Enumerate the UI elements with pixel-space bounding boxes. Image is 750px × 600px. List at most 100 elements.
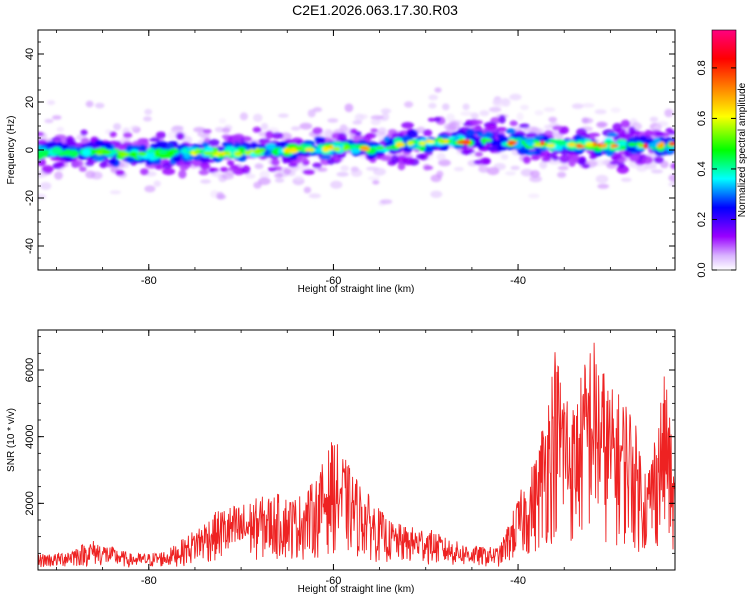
colorbar-tick-label: 0.4 (696, 161, 708, 176)
heatmap-cell (330, 180, 343, 189)
heatmap-cell (669, 130, 675, 136)
heatmap-cell (509, 93, 522, 101)
heatmap-cell (193, 126, 206, 133)
heatmap-cell (38, 131, 44, 137)
heatmap-cell (198, 169, 209, 176)
snr-ticks: -80 -60 -40 2000 4000 6000 (24, 330, 675, 587)
heatmap-cell (462, 148, 475, 154)
heatmap-cell (629, 154, 640, 162)
spectrogram-ticks: -80 -60 -40 -40 -20 0 20 40 (24, 29, 675, 287)
heatmap-cell (44, 118, 54, 124)
heatmap-cell (271, 158, 280, 166)
heatmap-cell (138, 144, 147, 151)
heatmap-cell (82, 148, 91, 157)
heatmap-cell (490, 139, 499, 147)
heatmap-cell (92, 155, 105, 162)
heatmap-cell (210, 167, 220, 172)
snr-xtick-label: -60 (325, 575, 341, 587)
heatmap-cell (51, 146, 63, 155)
heatmap-hotspot (540, 140, 545, 146)
heatmap-hotspot (659, 141, 665, 148)
heatmap-cell (372, 180, 380, 185)
heatmap-cell (72, 159, 84, 168)
heatmap-cell (114, 145, 126, 150)
heatmap-hotspot (419, 141, 427, 146)
heatmap-cell (108, 140, 122, 145)
heatmap-hotspot (610, 144, 616, 149)
heatmap-cell (370, 128, 379, 133)
heatmap-cell (654, 131, 665, 137)
heatmap-cell (509, 120, 518, 127)
heatmap-cell (428, 102, 437, 109)
colorbar-label: Normalized spectral amplitude (737, 82, 748, 217)
heatmap-cell (144, 185, 156, 193)
heatmap-hotspot (154, 152, 161, 158)
heatmap-cell (254, 163, 264, 170)
heatmap-hotspot (333, 146, 341, 152)
spectrogram-panel: -80 -60 -40 -40 -20 0 20 40 Height of straight … (6, 29, 676, 295)
colorbar-tick-label: 0.2 (696, 212, 708, 227)
heatmap-hotspot (342, 145, 350, 151)
heatmap-cell (618, 140, 627, 147)
heatmap-cell (202, 129, 212, 134)
heatmap-cell (265, 130, 274, 140)
heatmap-cell (353, 135, 365, 141)
heatmap-cell (155, 131, 166, 139)
snr-panel: -80 -60 -40 2000 4000 6000 Height of straight… (6, 329, 676, 595)
heatmap-hotspot (304, 148, 315, 152)
heatmap-hotspot (221, 151, 226, 156)
heatmap-cell (488, 106, 502, 113)
heatmap-cell (350, 148, 361, 154)
heatmap-cell (261, 123, 269, 131)
snr-ytick-label: 6000 (24, 358, 36, 382)
spectrogram-ytick-label: 0 (24, 147, 36, 153)
heatmap-cell (551, 155, 560, 161)
heatmap-cell (38, 139, 47, 144)
heatmap-cell (370, 115, 384, 120)
heatmap-cell (350, 128, 358, 134)
heatmap-cell (581, 103, 595, 108)
heatmap-hotspot (599, 143, 608, 148)
heatmap-cell (179, 164, 189, 171)
heatmap-hotspot (428, 140, 435, 144)
heatmap-cell (327, 118, 339, 123)
snr-series (38, 342, 675, 568)
heatmap-cell (465, 128, 476, 137)
heatmap-cell (55, 161, 65, 167)
heatmap-cell (472, 119, 483, 125)
spectrogram-xtick-label: -40 (510, 275, 526, 287)
heatmap-cell (312, 127, 323, 135)
heatmap-cell (90, 171, 103, 180)
heatmap-cell (505, 171, 516, 176)
heatmap-hotspot (137, 151, 147, 156)
spectrogram-ylabel: Frequency (Hz) (6, 116, 17, 185)
heatmap-cell (146, 147, 156, 155)
heatmap-cell (607, 132, 618, 138)
heatmap-cell (265, 143, 277, 150)
heatmap-cell (167, 131, 178, 140)
heatmap-hotspot (507, 140, 518, 145)
heatmap-cell (283, 167, 292, 175)
heatmap-cell (479, 110, 490, 117)
heatmap-cell (140, 168, 149, 176)
heatmap-cell (314, 148, 323, 154)
heatmap-cell (610, 107, 621, 113)
heatmap-hotspot (546, 143, 556, 148)
heatmap-cell (442, 103, 450, 111)
heatmap-cell (130, 145, 142, 150)
heatmap-cell (153, 180, 161, 187)
heatmap-cell (438, 159, 451, 167)
heatmap-hotspot (194, 149, 199, 154)
heatmap-cell (162, 167, 176, 176)
heatmap-cell (402, 157, 415, 166)
heatmap-cell (519, 123, 530, 129)
heatmap-cell (486, 146, 498, 151)
heatmap-cell (520, 168, 534, 177)
snr-line (38, 342, 675, 568)
heatmap-cell (589, 154, 597, 160)
heatmap-cell (664, 108, 674, 118)
heatmap-hotspot (253, 149, 262, 155)
heatmap-cell (478, 165, 490, 173)
chart-title: C2E1.2026.063.17.30.R03 (292, 2, 458, 18)
